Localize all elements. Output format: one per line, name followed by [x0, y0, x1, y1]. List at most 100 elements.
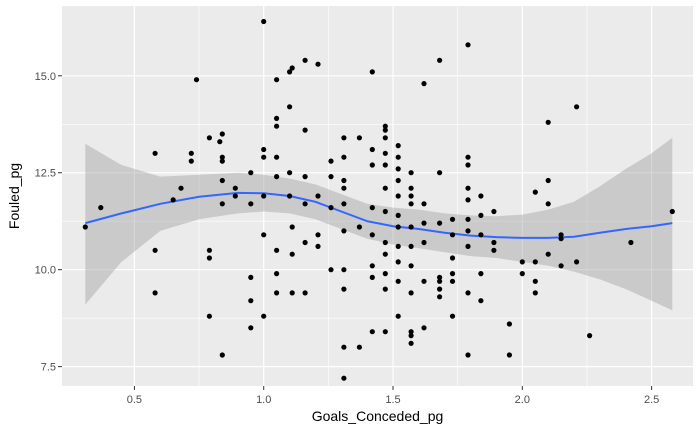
- data-point: [478, 298, 484, 304]
- data-point: [408, 193, 414, 199]
- data-point: [219, 154, 225, 160]
- y-tick-label: 12.5: [35, 168, 56, 180]
- smooth-line: [85, 191, 673, 239]
- data-point: [248, 274, 254, 280]
- y-axis-title: Fouled_pg: [6, 163, 22, 229]
- data-point: [369, 232, 375, 238]
- data-point: [465, 352, 471, 358]
- data-point: [302, 201, 308, 207]
- data-point: [437, 220, 443, 226]
- data-point: [302, 290, 308, 296]
- data-point: [188, 158, 194, 164]
- data-point: [328, 158, 334, 164]
- data-point: [382, 251, 388, 257]
- data-point: [261, 146, 267, 153]
- data-point: [478, 271, 484, 277]
- data-point: [274, 247, 280, 253]
- data-point: [449, 313, 456, 319]
- data-point: [341, 375, 347, 381]
- data-point: [478, 212, 484, 218]
- data-point: [449, 271, 456, 277]
- data-point: [289, 224, 295, 230]
- data-point: [437, 278, 443, 284]
- data-point: [219, 201, 225, 207]
- data-point: [261, 313, 267, 319]
- data-point: [669, 208, 675, 215]
- x-tick-label: 1.5: [385, 394, 400, 406]
- data-point: [287, 193, 293, 199]
- x-axis-ticks: 0.5 1.0 1.5 2.0 2.5: [127, 386, 659, 406]
- data-point: [341, 177, 347, 184]
- y-axis-ticks: 7.5 10.0 12.5 15.0: [35, 71, 62, 374]
- data-point: [382, 162, 388, 168]
- data-point: [206, 135, 212, 141]
- data-point: [558, 263, 564, 269]
- data-point: [408, 263, 414, 269]
- data-point: [369, 205, 375, 211]
- data-point: [152, 150, 158, 156]
- data-point: [302, 174, 308, 180]
- data-point: [356, 224, 362, 230]
- data-point: [82, 224, 88, 230]
- data-point: [98, 205, 104, 211]
- data-point: [287, 69, 293, 75]
- data-point: [421, 325, 427, 331]
- data-point: [437, 286, 443, 292]
- data-point: [437, 274, 443, 280]
- data-point: [395, 259, 401, 265]
- data-point: [232, 193, 238, 199]
- data-point: [491, 208, 497, 215]
- data-point: [341, 344, 347, 350]
- x-tick-label: 2.0: [515, 394, 530, 406]
- data-point: [506, 352, 512, 358]
- data-point: [287, 170, 293, 176]
- data-point: [449, 232, 456, 238]
- data-point: [491, 239, 497, 246]
- data-point: [315, 243, 321, 249]
- data-point: [193, 77, 200, 83]
- data-point: [356, 135, 362, 141]
- data-point: [274, 123, 280, 129]
- data-point: [219, 177, 225, 184]
- data-point: [449, 255, 456, 261]
- data-point: [382, 239, 388, 246]
- data-point: [287, 104, 293, 110]
- data-point: [302, 239, 308, 246]
- data-point: [465, 154, 471, 160]
- data-point: [369, 263, 375, 269]
- data-point: [478, 232, 484, 238]
- data-point: [421, 239, 427, 246]
- data-point: [395, 143, 401, 149]
- data-point: [465, 243, 471, 249]
- data-point: [382, 271, 388, 277]
- data-point: [369, 329, 375, 335]
- data-point: [170, 197, 176, 203]
- x-tick-label: 0.5: [127, 394, 142, 406]
- data-point: [532, 259, 538, 265]
- data-point: [248, 170, 254, 176]
- data-point: [408, 340, 414, 346]
- data-point: [532, 290, 538, 296]
- data-point: [188, 150, 194, 156]
- data-point: [341, 154, 347, 160]
- data-point: [382, 185, 388, 191]
- data-point: [478, 193, 484, 199]
- data-point: [369, 274, 375, 280]
- data-point: [395, 177, 401, 184]
- data-point: [395, 243, 401, 249]
- data-point: [449, 216, 456, 222]
- data-point: [465, 216, 471, 222]
- data-point: [274, 115, 280, 121]
- data-point: [341, 267, 347, 273]
- data-point: [315, 232, 321, 238]
- data-point: [274, 77, 280, 83]
- data-point: [574, 104, 580, 110]
- data-point: [341, 201, 347, 207]
- data-point: [341, 228, 347, 234]
- data-point: [382, 329, 388, 335]
- data-point: [628, 239, 634, 246]
- data-point: [465, 290, 471, 296]
- data-point: [261, 193, 267, 199]
- data-point: [395, 212, 401, 218]
